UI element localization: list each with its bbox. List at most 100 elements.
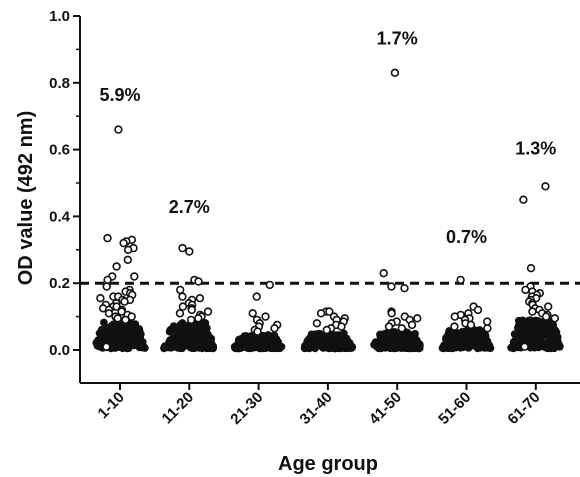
data-point [550, 314, 559, 323]
data-point [379, 269, 388, 278]
data-point [322, 325, 331, 335]
data-point [257, 332, 266, 341]
data-point [252, 292, 261, 301]
data-point [450, 312, 459, 321]
data-point [376, 330, 385, 339]
data-point [186, 327, 195, 336]
data-point [323, 334, 332, 342]
x-tick-label: 31-40 [297, 389, 336, 428]
data-point [520, 319, 528, 328]
x-tick-label: 21-30 [227, 389, 266, 428]
data-point [325, 307, 334, 316]
data-point [541, 182, 550, 191]
percent-label: 5.9% [99, 85, 140, 105]
data-point [209, 344, 218, 353]
data-point [407, 320, 417, 330]
data-point [178, 292, 187, 301]
y-tick-label: 1.0 [49, 8, 70, 25]
data-point [415, 344, 424, 353]
data-point [195, 294, 205, 303]
data-point [102, 342, 111, 351]
data-point [530, 330, 539, 339]
data-point [334, 337, 343, 346]
data-point [100, 318, 108, 327]
data-point [175, 309, 185, 318]
data-point [312, 319, 322, 328]
data-point [124, 335, 133, 343]
data-points [92, 68, 564, 353]
data-point [103, 233, 112, 243]
x-tick-label: 41-50 [366, 389, 405, 428]
y-axis-title: OD value (492 nm) [15, 111, 37, 286]
x-tick-label: 61-70 [504, 389, 543, 428]
x-tick-label: 11-20 [159, 389, 198, 428]
data-point [520, 342, 529, 351]
data-point [186, 315, 196, 325]
data-point [166, 327, 175, 336]
data-point [200, 326, 209, 335]
x-tick-label: 51-60 [435, 389, 474, 428]
data-point [173, 334, 181, 343]
y-tick-label: 0.0 [49, 342, 70, 359]
data-point [166, 341, 175, 349]
data-point [535, 323, 543, 332]
percent-label: 1.7% [377, 28, 418, 48]
data-point [439, 344, 448, 353]
data-point [545, 336, 553, 345]
data-point [204, 336, 213, 345]
data-point [463, 336, 471, 345]
data-point [413, 314, 422, 323]
data-point [130, 272, 139, 281]
data-point [400, 284, 409, 293]
data-point [312, 339, 321, 348]
data-point [397, 336, 405, 345]
percent-labels: 5.9% 2.7% 1.7% 0.7% 1.3% [99, 28, 556, 247]
y-tick-label: 0.4 [49, 208, 71, 225]
data-point [187, 305, 197, 315]
data-point [533, 317, 542, 326]
data-point [119, 238, 128, 248]
data-point [304, 341, 313, 350]
data-point [247, 332, 256, 341]
data-point [521, 285, 530, 295]
data-point [270, 331, 278, 340]
data-point [522, 331, 531, 340]
data-point [260, 341, 269, 350]
data-point [526, 264, 536, 273]
data-point [387, 309, 396, 318]
data-point [270, 324, 279, 333]
data-point [406, 333, 415, 342]
data-point [448, 342, 457, 350]
data-point [275, 344, 284, 353]
y-tick-label: 0.8 [49, 75, 70, 92]
data-point [115, 329, 124, 338]
data-point [140, 343, 149, 352]
x-axis-title: Age group [278, 453, 378, 475]
data-point [117, 307, 126, 316]
data-point [127, 312, 136, 321]
x-tick-label: 1-10 [95, 389, 128, 422]
data-point [101, 329, 109, 338]
axes: 0.0 0.2 0.4 0.6 0.8 1.0 1-10 11-20 21-30 31-40 41-… [49, 8, 580, 428]
data-point [121, 315, 130, 325]
data-point [176, 285, 185, 295]
data-point [123, 245, 133, 255]
data-point [178, 302, 188, 311]
data-point [541, 312, 551, 321]
data-point [129, 327, 138, 336]
data-point [550, 344, 559, 353]
data-point [510, 330, 519, 339]
data-point [113, 314, 122, 323]
data-point [316, 309, 326, 318]
data-point [381, 337, 390, 346]
data-point [160, 344, 168, 353]
data-point [248, 344, 257, 352]
data-point [194, 314, 203, 323]
data-point [486, 344, 495, 353]
data-point [519, 195, 528, 204]
data-point [185, 247, 194, 256]
data-point [543, 302, 553, 311]
data-point [404, 344, 413, 353]
data-point [112, 262, 121, 271]
